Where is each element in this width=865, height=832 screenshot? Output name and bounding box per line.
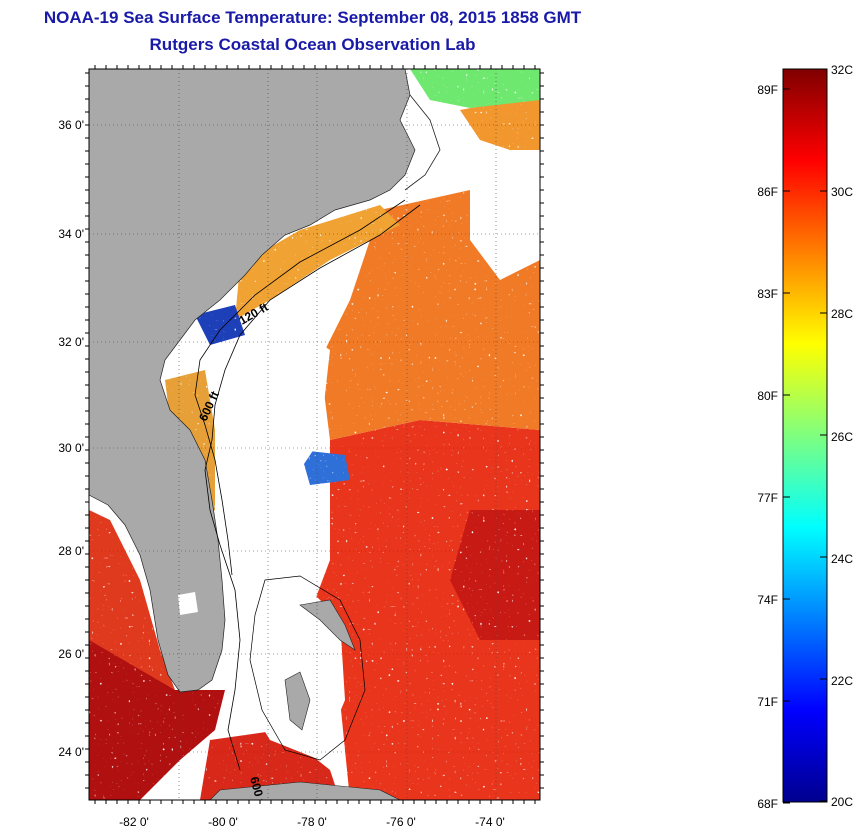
map-title: NOAA-19 Sea Surface Temperature: Septemb…	[43, 8, 582, 27]
land-andros	[284, 671, 311, 731]
map-panel: 120 ft 600 ft 600 ft 36 0' 34 0' 32 0' 3…	[58, 65, 544, 829]
axis-ticks	[85, 65, 544, 804]
contour-120ft	[194, 199, 406, 576]
colorbar-f-83: 83F	[757, 287, 778, 301]
lon-label-82: -82 0'	[119, 815, 149, 829]
colorbar-f-74: 74F	[757, 593, 778, 607]
colorbar-f-77: 77F	[757, 491, 778, 505]
colorbar-f-89: 89F	[757, 83, 778, 97]
colorbar-c-24: 24C	[831, 552, 853, 566]
lat-label-30: 30 0'	[58, 441, 84, 455]
colorbar-c-28: 28C	[831, 307, 853, 321]
land-outer-banks	[404, 94, 441, 191]
sst-data-layer: 120 ft 600 ft 600 ft	[89, 69, 540, 800]
lat-label-26: 26 0'	[58, 647, 84, 661]
colorbar: 89F 86F 83F 80F 77F 74F 71F 68F 32C 30C …	[757, 63, 853, 811]
colorbar-c-26: 26C	[831, 430, 853, 444]
cloud-mask-bahamas	[225, 580, 345, 760]
cloud-mask-east	[470, 150, 540, 280]
lon-label-74: -74 0'	[475, 815, 505, 829]
lon-label-80: -80 0'	[208, 815, 238, 829]
contour-600ft	[204, 204, 421, 771]
cloud-mask-shelf	[218, 330, 330, 560]
colorbar-f-80: 80F	[757, 389, 778, 403]
lat-label-34: 34 0'	[58, 227, 84, 241]
lon-label-78: -78 0'	[297, 815, 327, 829]
land-bahamas	[299, 599, 356, 651]
lat-label-36: 36 0'	[58, 118, 84, 132]
lon-label-76: -76 0'	[386, 815, 416, 829]
colorbar-c-32: 32C	[831, 63, 853, 77]
colorbar-f-71: 71F	[757, 695, 778, 709]
colorbar-gradient	[782, 68, 828, 803]
colorbar-c-30: 30C	[831, 185, 853, 199]
colorbar-c-20: 20C	[831, 795, 853, 809]
land-southeast-us	[89, 69, 416, 693]
lat-label-32: 32 0'	[58, 335, 84, 349]
lake-okeechobee	[178, 592, 198, 615]
contour-bahamas	[249, 575, 366, 761]
colorbar-f-68: 68F	[757, 797, 778, 811]
colorbar-ticks	[783, 68, 827, 804]
lat-label-24: 24 0'	[58, 745, 84, 759]
colorbar-c-22: 22C	[831, 674, 853, 688]
colorbar-f-86: 86F	[757, 185, 778, 199]
map-subtitle: Rutgers Coastal Ocean Observation Lab	[149, 35, 476, 54]
lat-label-28: 28 0'	[58, 544, 84, 558]
land-cuba-edge	[209, 781, 401, 800]
